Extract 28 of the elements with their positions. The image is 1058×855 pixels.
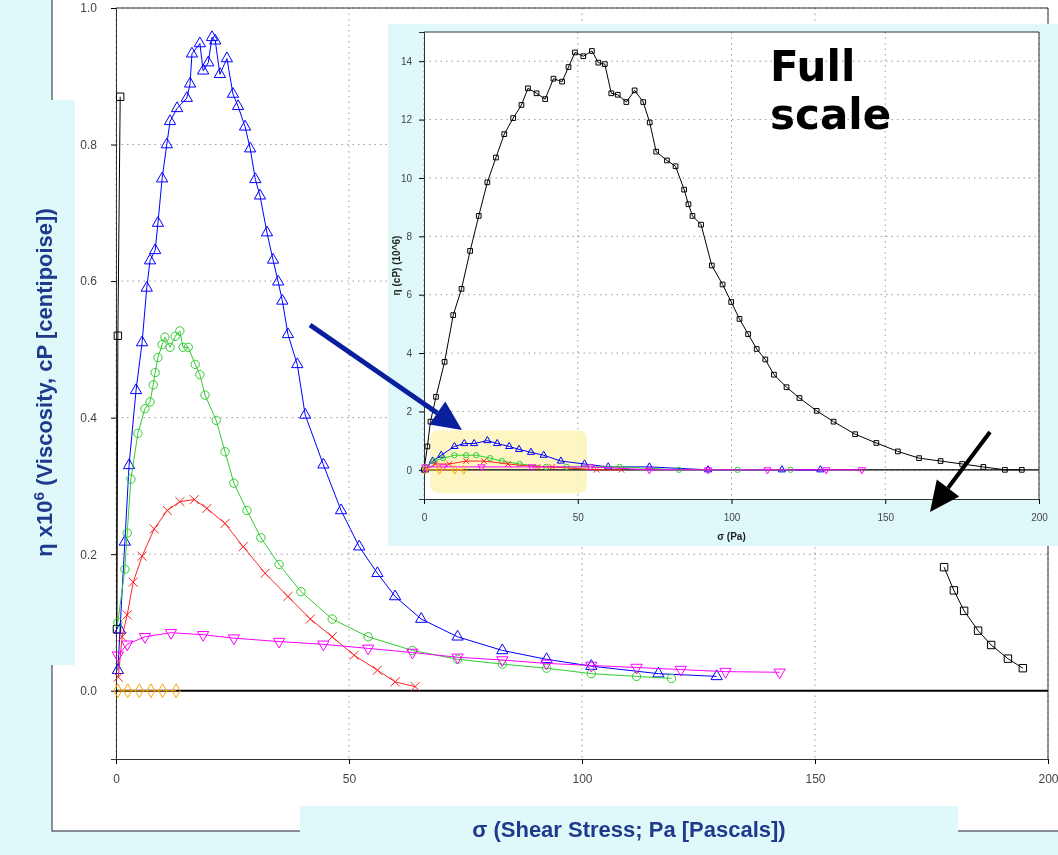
y-tick-label: 0.8 [80, 137, 98, 152]
x-tick-label: 200 [1038, 771, 1058, 786]
x-axis-title: σ (Shear Stress; Pa [Pascals]) [472, 817, 786, 842]
x-tick-label: 50 [572, 512, 585, 524]
x-tick-label: 200 [1031, 512, 1049, 524]
y-tick-label: 2 [406, 406, 413, 418]
y-tick-label: 1.0 [80, 1, 98, 16]
y-tick-label: 6 [406, 289, 413, 301]
y-tick-label: 0.0 [80, 684, 98, 699]
x-tick-label: 150 [805, 771, 826, 786]
x-tick-label: 50 [342, 771, 357, 786]
y-tick-label: 14 [400, 55, 413, 67]
x-tick-label: 150 [877, 512, 895, 524]
y-tick-label: 12 [400, 114, 413, 126]
x-tick-label: 100 [723, 512, 741, 524]
x-tick-label: 0 [421, 512, 428, 524]
x-axis-title: σ (Pa) [717, 531, 746, 542]
y-tick-label: 10 [400, 172, 413, 184]
x-tick-label: 0 [113, 771, 121, 786]
annotation: Full scale [770, 41, 892, 139]
y-tick-label: 0.6 [80, 274, 98, 289]
y-tick-label: 8 [406, 231, 413, 243]
y-axis-title: η (cP) (10^6) [390, 235, 402, 296]
x-tick-label: 100 [572, 771, 593, 786]
y-tick-label: 0.4 [80, 410, 98, 425]
y-tick-label: 0.2 [80, 547, 98, 562]
y-tick-label: 4 [406, 347, 413, 359]
y-tick-label: 0 [406, 464, 413, 476]
